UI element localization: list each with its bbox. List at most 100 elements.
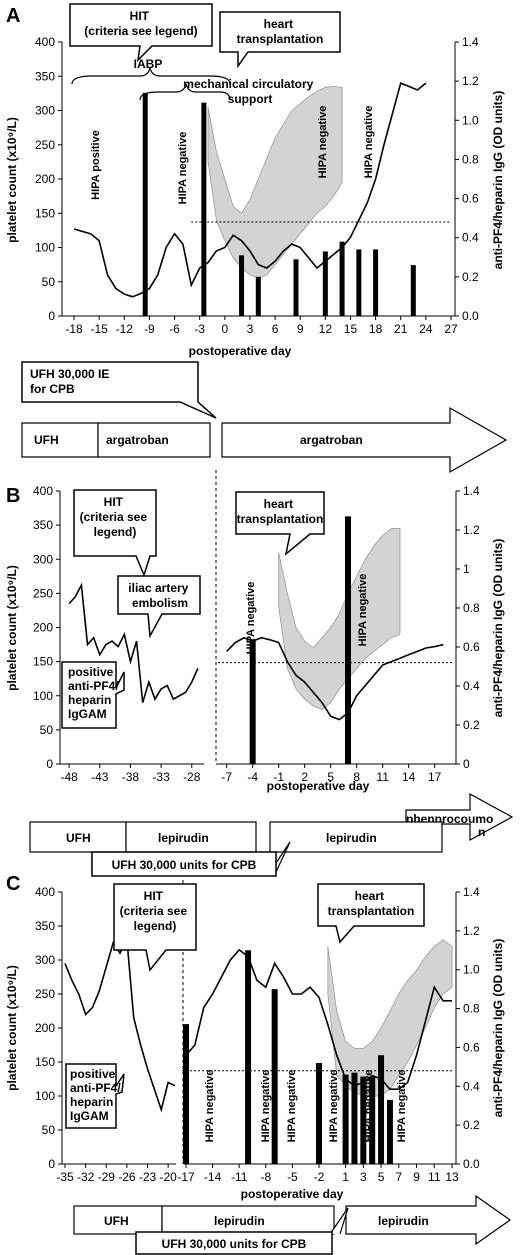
panel-a-igg-bar [239,255,245,316]
panel-a-xtick-label: -12 [116,322,134,336]
panel-c-igg-bar [386,1099,393,1164]
panel-c-line-layer [64,936,452,1113]
panel-b-ytick-label: 50 [40,723,54,737]
panel-c-xtick-label: 3 [360,1170,367,1184]
panel-c-hit-callout-box [113,883,197,972]
panel-b-xtick-label: -48 [60,770,78,784]
panel-a-xtick-label: 15 [344,322,358,336]
panel-a-hit-callout: HIT (criteria see legend) [84,9,197,38]
panel-a-ytick-label: 200 [35,172,55,186]
panel-b-iliac-callout-box [117,575,201,639]
panel-c-igg-bar [342,1074,349,1164]
panel-a-bar-label-1: HIPA positive [90,130,102,200]
panel-a-xtick-label: 18 [369,322,383,336]
panel-c-xtick-label: -14 [204,1170,222,1184]
panel-a-hit-callout-box [69,3,213,63]
panel-b-therapy-ufh: UFH [66,831,91,845]
panel-a-line-layer [73,82,427,298]
panel-c-label: C [6,873,20,895]
panel-c-xtick-label: -11 [231,1170,248,1184]
panel-c-bars-layer [183,950,393,1164]
panel-c-bar-label-1: HIPA negative [204,1070,216,1143]
panel-c-xtick-label: -17 [177,1170,195,1184]
panel-b-therapy-lep-box-2 [269,821,443,853]
panel-c-platelet-line-post [185,948,452,1090]
panel-b-xtick-label: 11 [376,770,389,784]
panel-b-ytick-label: 150 [33,655,53,669]
panel-a-y2tick-label: 1.2 [462,74,479,88]
panel-b-therapy-lepirudin-1: lepirudin [158,831,209,845]
panel-a-y2tick-label: 0.4 [462,231,479,245]
panel-a-mcs-brace [139,83,231,101]
panel-a-igg-bar [255,276,261,316]
panel-b-ufh-cpb-callout: UFH 30,000 units for CPB [112,858,257,872]
panel-a-platelet-line [73,82,427,298]
panel-a-reference-band [207,86,343,279]
panel-a-y2-title: anti-PF4/heparin IgG (OD units) [491,91,505,270]
panel-c-hit-callout: HIT (criteria see legend) [120,889,191,933]
panel-b-positive-callout: positive anti-PF4/ heparin IgGAM [68,665,122,721]
panel-c-therapy-arrow [345,1194,512,1246]
panel-b-y2-title: anti-PF4/heparin IgG (OD units) [491,539,505,718]
panel-a-transplant-callout: heart transplantation [237,17,324,46]
panel-b: B 0 50 100 150 200 250 300 350 400 0 0.2 0.4 0.6 0.8 1… [5,470,514,877]
panel-c-xtick-label: -35 [56,1170,74,1184]
panel-b-bars-layer [249,516,351,764]
panel-c-bar-label-6: HIPA negative [396,1070,408,1143]
panel-a-x-ticks: -18 -15 -12 -9 -6 -3 0 3 6 9 12 15 18 21 24 27 [65,316,458,336]
panel-c-igg-bar [369,1076,376,1164]
panel-b-line-layer [68,582,444,721]
panel-b-y2tick-label: 1.4 [463,484,480,498]
panel-b-xtick-label: 2 [301,770,308,784]
panel-a-ytick-label: 50 [42,275,56,289]
panel-a-bar-label-2: HIPA negative [177,132,189,205]
panel-c-reference-band [327,939,453,1097]
panel-c-ufh-cpb-pointer [329,1207,349,1235]
panel-b-xtick-label: 5 [327,770,334,784]
panel-b-reference-band [278,528,401,710]
panel-b-therapy-lep-box-1 [125,821,257,853]
panel-b-xtick-label: 14 [402,770,416,784]
panel-c-xtick-label: -2 [314,1170,325,1184]
panel-a-label: A [6,5,20,27]
panel-c-xtick-label: -32 [77,1170,95,1184]
panel-a-therapy-argatroban-box [97,422,211,458]
panel-a-y2tick-label: 0.0 [462,309,479,323]
panel-c-y2tick-label: 1.4 [463,885,480,899]
panel-c-bar-label-3: HIPA negative [286,1070,298,1143]
panel-b-xtick-label: -38 [122,770,140,784]
panel-a-xtick-label: -18 [65,322,83,336]
panel-a-band-layer [191,86,451,279]
panel-b-ytick-label: 300 [33,552,53,566]
panel-c-igg-bar [183,1024,189,1164]
panel-c-igg-bar [378,1055,385,1164]
panel-b-label: B [6,485,20,507]
panel-c-ytick-label: 300 [35,953,55,967]
panel-c-ytick-label: 200 [35,1021,55,1035]
panel-a-xtick-label: 12 [319,322,333,336]
panel-a-mcs-label: mechanical circulatory support [183,77,316,106]
panel-c-igg-bar [351,1072,358,1164]
panel-a-xtick-label: 3 [247,322,254,336]
panel-c-xtick-label: -8 [260,1170,271,1184]
panel-a-y2tick-label: 0.8 [462,152,479,166]
panel-a-therapy-arrow [221,406,508,474]
panel-c-ytick-label: 350 [35,919,55,933]
panel-c-igg-bar [271,989,278,1164]
panel-b-ufh-cpb-callout-box [91,851,277,877]
panel-b-ytick-label: 200 [33,621,53,635]
panel-b-ytick-label: 350 [33,518,53,532]
panel-a-igg-bar [356,249,362,316]
panel-a-therapy-argatroban-1: argatroban [106,433,169,447]
panel-a-y2tick-label: 0.6 [462,192,479,206]
panel-a-therapy-argatroban-2: argatroban [300,433,363,447]
panel-c-xtick-label: -23 [139,1170,157,1184]
panel-b-ytick-label: 0 [46,757,53,771]
panel-c-therapy-ufh-box [73,1205,163,1235]
panel-c-positive-callout-box [65,1063,125,1129]
panel-a-bars-layer [142,92,416,317]
panel-a-y-title: platelet count (x10⁹/L) [5,117,19,243]
panel-b-igg-bar [345,516,351,764]
panel-c-xtick-label: -26 [118,1170,136,1184]
panel-c-bar-label-4: HIPA negative [328,1070,340,1143]
